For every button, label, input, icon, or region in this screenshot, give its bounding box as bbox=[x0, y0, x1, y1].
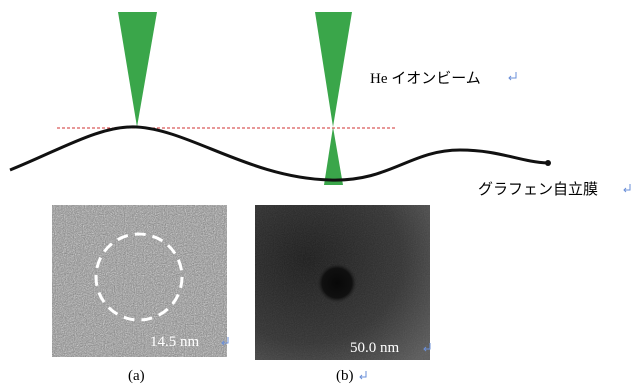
caption: (a) bbox=[128, 368, 145, 384]
membrane-end bbox=[545, 160, 551, 166]
return-mark bbox=[509, 72, 516, 80]
hole bbox=[317, 263, 357, 303]
diagram: He イオンビーム グラフェン自立膜 14.5 nm 50.0 nm (a) (… bbox=[0, 0, 632, 385]
graphene-membrane bbox=[10, 127, 548, 180]
scale-label: 50.0 nm bbox=[350, 340, 400, 356]
image-a bbox=[52, 205, 227, 357]
membrane-label: グラフェン自立膜 bbox=[478, 181, 598, 198]
scale-label: 14.5 nm bbox=[150, 334, 200, 350]
ion-beam-left bbox=[118, 12, 157, 127]
caption: (b) bbox=[336, 368, 354, 384]
return-mark bbox=[624, 184, 630, 192]
return-mark bbox=[360, 371, 366, 379]
ion-beam-right bbox=[315, 12, 352, 127]
ion-beam-transmitted bbox=[324, 127, 343, 185]
beam-label: He イオンビーム bbox=[370, 70, 481, 87]
